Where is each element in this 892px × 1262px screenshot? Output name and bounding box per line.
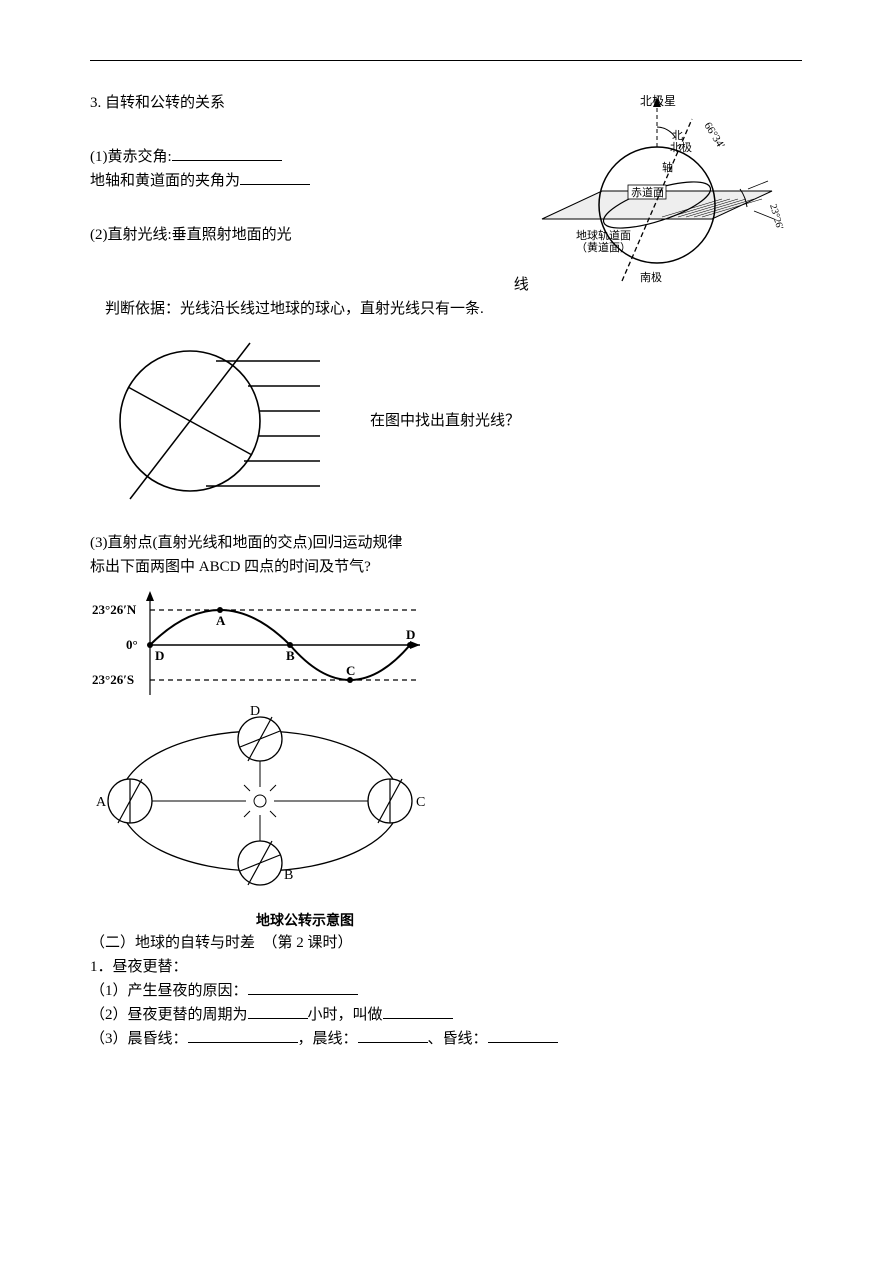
section3-heading: 3. 自转和公转的关系 bbox=[90, 91, 522, 115]
fig1-south-pole: 南极 bbox=[640, 270, 662, 284]
item1-line2-prefix: 地轴和黄道面的夹角为 bbox=[90, 173, 240, 189]
blank-axis-angle[interactable] bbox=[240, 169, 310, 185]
fig4-A: A bbox=[96, 795, 107, 810]
fig1-polaris: 北极星 bbox=[640, 94, 676, 108]
item2-criterion: 判断依据：光线沿长线过地球的球心，直射光线只有一条. bbox=[90, 297, 802, 321]
blank-daynight-cause[interactable] bbox=[248, 979, 358, 995]
section2-l3-mid2: 、昏线： bbox=[428, 1031, 488, 1047]
item2-criterion-prefix: 判断依据： bbox=[105, 301, 180, 317]
fig3-B: B bbox=[286, 648, 295, 663]
fig3-C: C bbox=[346, 663, 355, 678]
fig1-axis-label: 轴 bbox=[662, 160, 673, 174]
section2-l1-prefix: （1）产生昼夜的原因： bbox=[90, 983, 248, 999]
fig1-equator-plane: 赤道面 bbox=[631, 185, 664, 199]
figure-axial-tilt: 赤道面 北极星 北 北极 轴 地球轨道面 （黄道面） 南极 bbox=[522, 91, 802, 291]
fig1-angle-top: 66°34′ bbox=[701, 120, 726, 151]
figure-orbit: A D C B 地球公转示意图 bbox=[90, 701, 430, 901]
fig1-orbit2: （黄道面） bbox=[576, 240, 631, 254]
fig4-B: B bbox=[284, 868, 293, 883]
fig4-C: C bbox=[416, 795, 425, 810]
section2-title: （二）地球的自转与时差 （第 2 课时） bbox=[90, 931, 802, 955]
item3-label: (3)直射点(直射光线和地面的交点)回归运动规律 bbox=[90, 531, 802, 555]
section2-l3-mid1: ，晨线： bbox=[298, 1031, 358, 1047]
fig1-north-top: 北 bbox=[672, 129, 683, 142]
fig3-D1: D bbox=[155, 648, 164, 663]
item1-line1: (1)黄赤交角: bbox=[90, 145, 522, 169]
fig3-latS: 23°26′S bbox=[92, 672, 134, 687]
section2-h1: 1．昼夜更替： bbox=[90, 955, 802, 979]
item1-line2: 地轴和黄道面的夹角为 bbox=[90, 169, 522, 193]
item1-label: (1)黄赤交角: bbox=[90, 149, 172, 165]
blank-morning-line[interactable] bbox=[358, 1027, 428, 1043]
item3-task: 标出下面两图中 ABCD 四点的时间及节气? bbox=[90, 555, 802, 579]
figure-direct-ray bbox=[90, 331, 320, 511]
fig3-D2: D bbox=[406, 627, 415, 642]
section2-l2-prefix: （2）昼夜更替的周期为 bbox=[90, 1007, 248, 1023]
blank-obliquity[interactable] bbox=[172, 145, 282, 161]
section3-row: 3. 自转和公转的关系 (1)黄赤交角: 地轴和黄道面的夹角为 (2)直射光线:… bbox=[90, 91, 802, 291]
blank-evening-line[interactable] bbox=[488, 1027, 558, 1043]
figure2-row: 在图中找出直射光线？ bbox=[90, 331, 802, 511]
fig1-north-pole: 北极 bbox=[670, 140, 692, 154]
item2-label: (2)直射光线:垂直照射地面的光 bbox=[90, 227, 292, 243]
figure-subsolar-graph: 23°26′N 0° 23°26′S D A B C D bbox=[90, 585, 430, 705]
section2-l1: （1）产生昼夜的原因： bbox=[90, 979, 802, 1003]
section-title: 自转和公转的关系 bbox=[105, 95, 225, 111]
section2-l2-mid: 小时，叫做 bbox=[308, 1007, 383, 1023]
item2-question: 在图中找出直射光线？ bbox=[370, 409, 520, 433]
blank-terminator[interactable] bbox=[188, 1027, 298, 1043]
fig3-latN: 23°26′N bbox=[92, 602, 137, 617]
section2-l3: （3）晨昏线： ，晨线： 、昏线： bbox=[90, 1027, 802, 1051]
item2-line1: (2)直射光线:垂直照射地面的光 bbox=[90, 223, 522, 247]
section2-l2: （2）昼夜更替的周期为 小时，叫做 bbox=[90, 1003, 802, 1027]
top-rule bbox=[90, 60, 802, 61]
blank-period-hours[interactable] bbox=[248, 1003, 308, 1019]
fig3-A: A bbox=[216, 613, 226, 628]
section-number: 3. bbox=[90, 95, 101, 111]
fig1-orbit1: 地球轨道面 bbox=[576, 228, 631, 242]
fig3-lat0: 0° bbox=[126, 637, 138, 652]
fig4-D: D bbox=[250, 704, 260, 719]
item2-tail: 线 bbox=[514, 277, 529, 293]
blank-period-name[interactable] bbox=[383, 1003, 453, 1019]
item2-criterion-text: 光线沿长线过地球的球心，直射光线只有一条. bbox=[180, 301, 484, 317]
section2-l3-prefix: （3）晨昏线： bbox=[90, 1031, 188, 1047]
